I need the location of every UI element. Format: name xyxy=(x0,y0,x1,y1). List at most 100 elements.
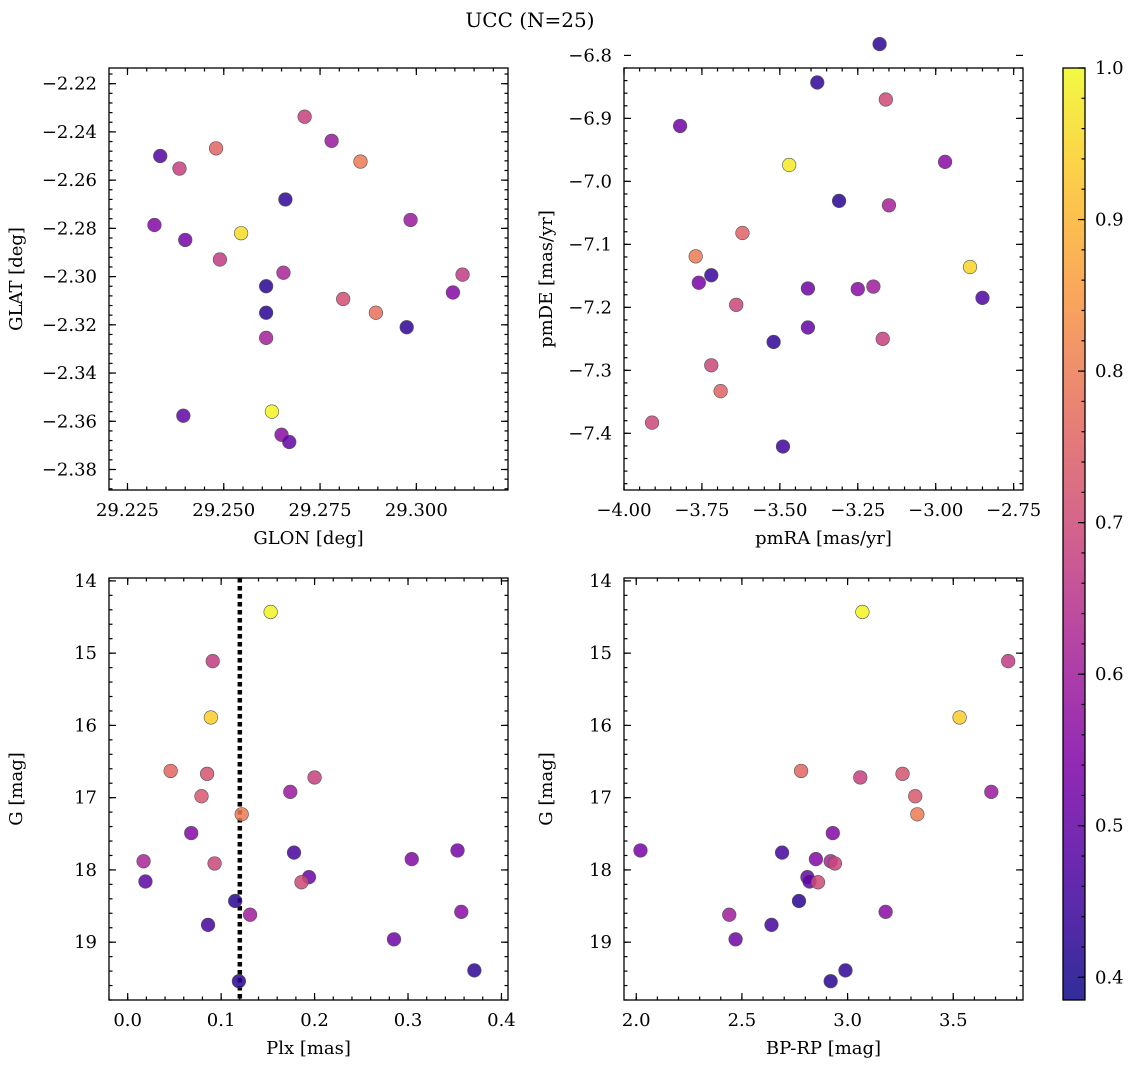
subplot-3: 0.0 0.1 0.2 0.3 0.4 14 15 16 17 18 19 Plx [mas] G [m… xyxy=(6,571,516,1059)
data-point xyxy=(875,331,890,346)
data-point xyxy=(800,320,816,335)
data-point xyxy=(791,893,807,909)
colorbar-tick-label: 0.8 xyxy=(1095,361,1124,382)
data-point xyxy=(138,874,153,889)
data-point xyxy=(450,843,465,858)
x-tick-label: 3.0 xyxy=(833,1010,862,1031)
y-axis-label: G [mag] xyxy=(536,752,557,825)
x-axis-label: Plx [mas] xyxy=(266,1038,351,1059)
data-point xyxy=(234,807,249,822)
data-point xyxy=(853,770,868,785)
data-point xyxy=(200,766,215,781)
data-point xyxy=(937,154,953,169)
data-point xyxy=(336,291,351,307)
x-tick-label: 29.250 xyxy=(192,500,255,521)
colorbar-gradient xyxy=(1063,68,1085,1000)
data-point xyxy=(825,825,840,841)
y-tick-label: 19 xyxy=(589,932,612,953)
data-point xyxy=(136,854,151,869)
data-point xyxy=(808,851,823,867)
y-tick-label: −2.22 xyxy=(42,74,97,95)
data-point xyxy=(212,252,228,267)
x-tick-label: 2.5 xyxy=(728,1010,757,1031)
colorbar-tick-label: 0.9 xyxy=(1095,210,1124,231)
y-tick-label: 16 xyxy=(74,715,97,736)
data-point xyxy=(163,763,178,779)
y-tick-label: 19 xyxy=(74,932,97,953)
y-tick-label: −7.4 xyxy=(568,423,612,444)
data-point xyxy=(259,279,274,294)
data-point xyxy=(203,710,218,725)
data-point xyxy=(850,281,865,297)
data-point xyxy=(454,904,469,919)
data-point xyxy=(810,75,825,90)
data-point xyxy=(855,604,870,620)
data-point xyxy=(403,212,418,228)
colorbar-tick-label: 0.6 xyxy=(1095,664,1124,685)
plot-frame xyxy=(623,67,1024,491)
data-point xyxy=(368,305,383,320)
x-tick-label: 0.3 xyxy=(394,1010,423,1031)
data-point xyxy=(178,232,193,248)
data-point xyxy=(324,133,339,148)
data-point xyxy=(908,789,923,804)
data-point xyxy=(264,404,280,419)
y-axis-label: G [mag] xyxy=(6,752,27,825)
y-tick-label: −2.26 xyxy=(42,170,97,191)
data-point xyxy=(307,770,322,785)
data-point xyxy=(722,907,737,922)
data-point xyxy=(353,154,368,169)
y-tick-label: −6.9 xyxy=(568,108,612,129)
data-point xyxy=(838,963,853,978)
y-tick-label: 14 xyxy=(589,571,612,592)
y-tick-label: −2.36 xyxy=(42,411,97,432)
data-point xyxy=(764,917,779,932)
data-point xyxy=(153,148,168,164)
data-point xyxy=(704,268,719,283)
data-point xyxy=(881,198,897,213)
data-point xyxy=(259,330,274,345)
colorbar-tick-label: 0.7 xyxy=(1095,513,1124,534)
data-point xyxy=(467,963,482,978)
x-tick-label: 0.1 xyxy=(207,1010,236,1031)
y-tick-label: −2.30 xyxy=(42,267,97,288)
y-axis-label: pmDE [mas/yr] xyxy=(536,210,557,348)
data-point xyxy=(952,710,967,725)
colorbar-tick-label: 1.0 xyxy=(1095,58,1124,79)
data-point xyxy=(704,358,719,373)
subplot-1: 29.225 29.250 29.275 29.300 −2.22 −2.24 −2.26 −… xyxy=(6,67,509,549)
y-tick-label: 16 xyxy=(589,715,612,736)
data-point xyxy=(207,856,222,871)
data-point xyxy=(673,118,688,134)
colorbar-tick-label: 0.4 xyxy=(1095,967,1124,988)
x-tick-label: 0.4 xyxy=(487,1010,516,1031)
data-point xyxy=(242,907,258,922)
x-tick-label: −3.00 xyxy=(908,500,963,521)
x-tick-label: −2.75 xyxy=(986,500,1041,521)
data-point xyxy=(713,384,728,399)
data-point xyxy=(810,875,826,890)
data-point xyxy=(184,825,199,841)
y-tick-label: 17 xyxy=(589,788,612,809)
colorbar: 0.4 0.5 0.6 0.7 0.8 0.9 1.0 xyxy=(1062,58,1124,1001)
data-point xyxy=(205,653,220,669)
y-tick-label: −7.3 xyxy=(568,360,612,381)
y-axis-label: GLAT [deg] xyxy=(6,227,27,331)
data-point xyxy=(386,932,402,947)
data-point xyxy=(445,285,461,300)
x-tick-label: 29.275 xyxy=(289,500,352,521)
x-tick-label: 3.5 xyxy=(939,1010,968,1031)
subplots: 29.225 29.250 29.275 29.300 −2.22 −2.24 −2.26 −… xyxy=(6,36,1041,1059)
y-tick-label: −2.34 xyxy=(42,363,97,384)
y-tick-label: −7.2 xyxy=(568,297,612,318)
data-point xyxy=(644,415,660,430)
data-point xyxy=(282,434,297,450)
data-point xyxy=(878,92,893,107)
y-tick-label: 15 xyxy=(589,643,612,664)
x-tick-label: −3.50 xyxy=(752,500,807,521)
data-point xyxy=(872,36,887,52)
data-point xyxy=(895,766,910,781)
data-point xyxy=(399,320,414,335)
data-point xyxy=(691,275,706,290)
y-tick-label: −2.38 xyxy=(42,460,97,481)
